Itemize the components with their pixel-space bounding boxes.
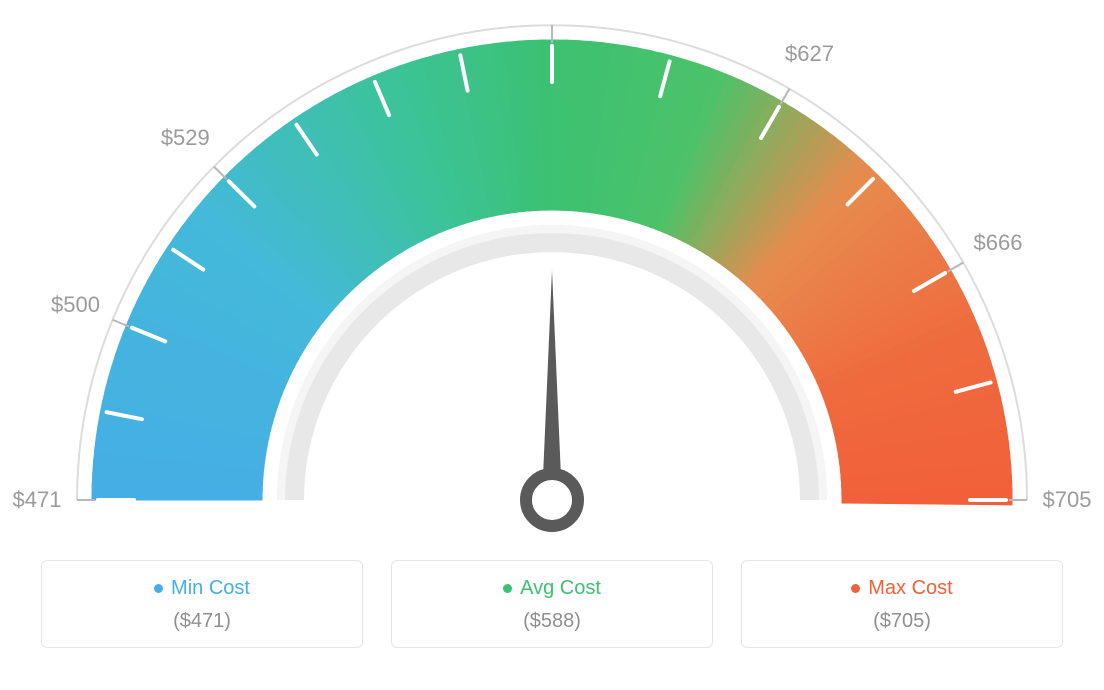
needle [542,270,562,500]
legend-title-min: Min Cost [154,577,250,600]
tick-label: $627 [785,41,834,67]
legend-value-avg: ($588) [392,610,712,633]
tick-label: $471 [13,487,62,513]
legend-card-max: Max Cost ($705) [741,560,1063,648]
legend-title-text: Min Cost [171,577,250,600]
dot-icon [154,584,163,593]
legend-title-text: Avg Cost [520,577,601,600]
legend-card-min: Min Cost ($471) [41,560,363,648]
tick-label: $529 [161,125,210,151]
tick-label: $666 [974,230,1023,256]
legend-value-min: ($471) [42,610,362,633]
legend-card-avg: Avg Cost ($588) [391,560,713,648]
legend-title-avg: Avg Cost [503,577,601,600]
gauge-svg [0,0,1104,560]
legend-value-max: ($705) [742,610,1062,633]
legend-title-text: Max Cost [868,577,952,600]
gauge-container: $471$500$529$588$627$666$705 [0,0,1104,560]
dot-icon [503,584,512,593]
legend-row: Min Cost ($471) Avg Cost ($588) Max Cost… [0,560,1104,668]
needle-hub [526,474,578,526]
tick-label: $705 [1043,487,1092,513]
legend-title-max: Max Cost [851,577,952,600]
tick-label: $500 [51,292,100,318]
dot-icon [851,584,860,593]
